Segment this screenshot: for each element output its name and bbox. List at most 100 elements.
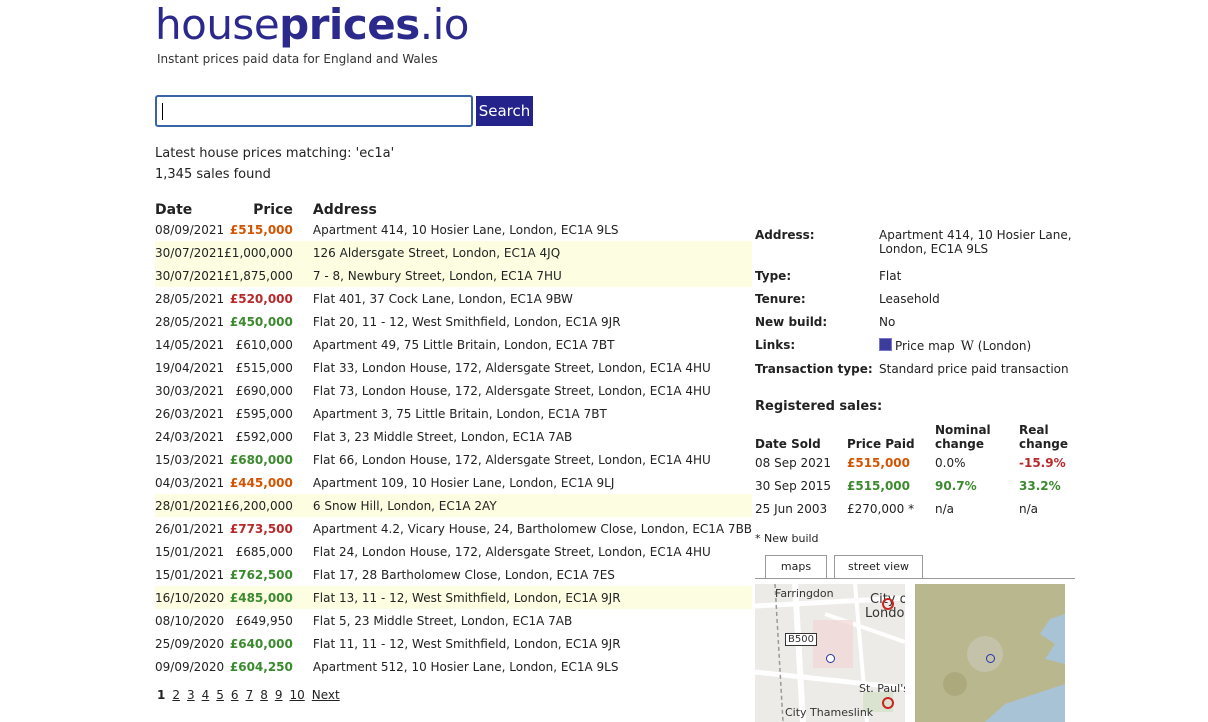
registered-sales-table: Date Sold Price Paid Nominal change Real c… xyxy=(755,418,1068,520)
table-row[interactable]: 04/03/2021 £445,000 Apartment 109, 10 Hosi… xyxy=(155,471,752,494)
logo-prices: prices xyxy=(279,0,420,49)
price-map-link[interactable]: Price map xyxy=(895,339,955,353)
row-address[interactable]: Flat 20, 11 - 12, West Smithfield, Londo… xyxy=(312,314,621,329)
results-count: 1,345 sales found xyxy=(155,167,271,182)
table-row[interactable]: 24/03/2021 £592,000 Flat 3, 23 Middle Stre… xyxy=(155,425,752,448)
row-price: £595,000 xyxy=(235,406,293,421)
table-row[interactable]: 28/01/2021 £6,200,000 6 Snow Hill, London,… xyxy=(155,494,753,517)
row-address[interactable]: Flat 66, London House, 172, Aldersgate S… xyxy=(312,452,711,467)
table-row[interactable]: 08/09/2021 £515,000 Apartment 414, 10 Hosi… xyxy=(155,218,752,241)
table-row[interactable]: 14/05/2021 £610,000 Apartment 49, 75 Littl… xyxy=(155,333,752,356)
row-address[interactable]: Flat 24, London House, 172, Aldersgate S… xyxy=(312,544,711,559)
row-date: 28/05/2021 xyxy=(155,314,225,329)
table-row[interactable]: 28/05/2021 £520,000 Flat 401, 37 Cock Lane… xyxy=(155,287,752,310)
page-link[interactable]: 9 xyxy=(274,688,283,702)
col-price-header: Price xyxy=(253,202,293,218)
table-row[interactable]: 26/01/2021 £773,500 Apartment 4.2, Vicary … xyxy=(155,517,752,540)
col-address-header: Address xyxy=(312,202,377,218)
table-row[interactable]: 16/10/2020 £485,000 Flat 13, 11 - 12, West… xyxy=(155,586,753,609)
row-address[interactable]: Flat 17, 28 Bartholomew Close, London, E… xyxy=(312,567,615,582)
wikipedia-link[interactable]: (London) xyxy=(977,339,1032,353)
row-address[interactable]: Flat 73, London House, 172, Aldersgate S… xyxy=(312,383,711,398)
page-current: 1 xyxy=(157,688,166,702)
row-price: £520,000 xyxy=(229,291,293,306)
detail-label: Address: xyxy=(755,228,815,242)
row-address[interactable]: Apartment 414, 10 Hosier Lane, London, E… xyxy=(312,222,619,237)
row-address[interactable]: Apartment 49, 75 Little Britain, London,… xyxy=(312,337,615,352)
detail-label: Links: xyxy=(755,338,796,352)
tab-street-view[interactable]: street view xyxy=(834,555,923,578)
registered-sales-title: Registered sales: xyxy=(755,399,883,414)
site-logo[interactable]: houseprices.io xyxy=(155,2,469,48)
row-address[interactable]: Flat 11, 11 - 12, West Smithfield, Londo… xyxy=(312,636,621,651)
region-location-marker xyxy=(986,654,995,663)
row-address[interactable]: 6 Snow Hill, London, EC1A 2AY xyxy=(312,494,753,517)
detail-transaction: Standard price paid transaction xyxy=(879,362,1069,376)
sale-date: 08 Sep 2021 xyxy=(755,455,832,470)
road-label-b500: B500 xyxy=(785,633,817,646)
tab-maps[interactable]: maps xyxy=(765,555,827,578)
location-marker xyxy=(826,654,835,663)
table-row[interactable]: 30/07/2021 £1,875,000 7 - 8, Newbury Stree… xyxy=(155,264,753,287)
row-price: £1,875,000 xyxy=(224,264,313,287)
table-row[interactable]: 25/09/2020 £640,000 Flat 11, 11 - 12, West… xyxy=(155,632,752,655)
page-link[interactable]: 6 xyxy=(230,688,239,702)
row-address[interactable]: Apartment 512, 10 Hosier Lane, London, E… xyxy=(312,659,619,674)
row-address[interactable]: Flat 3, 23 Middle Street, London, EC1A 7… xyxy=(312,429,573,444)
table-row[interactable]: 28/05/2021 £450,000 Flat 20, 11 - 12, West… xyxy=(155,310,752,333)
price-map-icon[interactable] xyxy=(879,338,892,351)
row-address[interactable]: 7 - 8, Newbury Street, London, EC1A 7HU xyxy=(312,264,753,287)
page-link[interactable]: 7 xyxy=(245,688,254,702)
page-link[interactable]: 2 xyxy=(172,688,180,702)
table-row[interactable]: 30/03/2021 £690,000 Flat 73, London House,… xyxy=(155,379,752,402)
page-link[interactable]: 3 xyxy=(187,688,195,702)
page-link[interactable]: 4 xyxy=(201,688,210,702)
row-date: 30/07/2021 xyxy=(155,264,225,287)
table-row[interactable]: 08/10/2020 £649,950 Flat 5, 23 Middle Stre… xyxy=(155,609,752,632)
page-link[interactable]: 5 xyxy=(216,688,224,702)
next-link[interactable]: Next xyxy=(311,688,340,702)
row-date: 30/03/2021 xyxy=(155,383,225,398)
table-row[interactable]: 15/01/2021 £762,500 Flat 17, 28 Bartholome… xyxy=(155,563,752,586)
row-address[interactable]: Flat 33, London House, 172, Aldersgate S… xyxy=(312,360,711,375)
sales-table-header: Date Price Address xyxy=(155,196,752,218)
row-address[interactable]: 126 Aldersgate Street, London, EC1A 4JQ xyxy=(312,241,753,264)
sale-price: £515,000 xyxy=(847,455,911,470)
logo-io: .io xyxy=(419,0,470,49)
street-map[interactable]: Farringdon City o Londo B500 St. Paul's … xyxy=(755,584,905,722)
row-address[interactable]: Apartment 109, 10 Hosier Lane, London, E… xyxy=(312,475,615,490)
page-link[interactable]: 8 xyxy=(260,688,268,702)
row-date: 28/01/2021 xyxy=(155,494,225,517)
search-input[interactable] xyxy=(155,95,473,127)
row-address[interactable]: Flat 13, 11 - 12, West Smithfield, Londo… xyxy=(312,586,753,609)
row-price: £592,000 xyxy=(235,429,293,444)
table-row[interactable]: 15/01/2021 £685,000 Flat 24, London House,… xyxy=(155,540,752,563)
search-button[interactable]: Search xyxy=(476,96,533,126)
table-row[interactable]: 09/09/2020 £604,250 Apartment 512, 10 Hosi… xyxy=(155,655,752,678)
row-price: £685,000 xyxy=(235,544,293,559)
sale-real: -15.9% xyxy=(1019,455,1066,470)
region-map[interactable] xyxy=(915,584,1065,722)
sale-nominal: 90.7% xyxy=(935,478,977,493)
row-date: 14/05/2021 xyxy=(155,337,225,352)
new-build-footnote: * New build xyxy=(755,532,819,545)
map-label-london: Londo xyxy=(865,606,905,621)
page-link[interactable]: 10 xyxy=(289,688,305,702)
table-row[interactable]: 30/07/2021 £1,000,000 126 Aldersgate Stree… xyxy=(155,241,753,264)
col-real-change: Real change xyxy=(1019,418,1068,451)
tagline: Instant prices paid data for England and… xyxy=(157,52,438,66)
row-address[interactable]: Flat 401, 37 Cock Lane, London, EC1A 9BW xyxy=(312,291,573,306)
row-address[interactable]: Flat 5, 23 Middle Street, London, EC1A 7… xyxy=(312,613,573,628)
wikipedia-icon[interactable]: W xyxy=(960,339,974,354)
row-address[interactable]: Apartment 3, 75 Little Britain, London, … xyxy=(312,406,607,421)
region-map-drawing xyxy=(915,584,1065,722)
table-row[interactable]: 19/04/2021 £515,000 Flat 33, London House,… xyxy=(155,356,752,379)
results-heading: Latest house prices matching: 'ec1a' xyxy=(155,146,395,161)
registered-sale-row: 25 Jun 2003 £270,000 * n/a n/a xyxy=(755,497,1068,520)
table-row[interactable]: 15/03/2021 £680,000 Flat 66, London House,… xyxy=(155,448,752,471)
row-address[interactable]: Apartment 4.2, Vicary House, 24, Barthol… xyxy=(312,521,753,536)
table-row[interactable]: 26/03/2021 £595,000 Apartment 3, 75 Little… xyxy=(155,402,752,425)
row-date: 04/03/2021 xyxy=(155,475,225,490)
row-price: £680,000 xyxy=(229,452,293,467)
row-price: £1,000,000 xyxy=(224,241,313,264)
